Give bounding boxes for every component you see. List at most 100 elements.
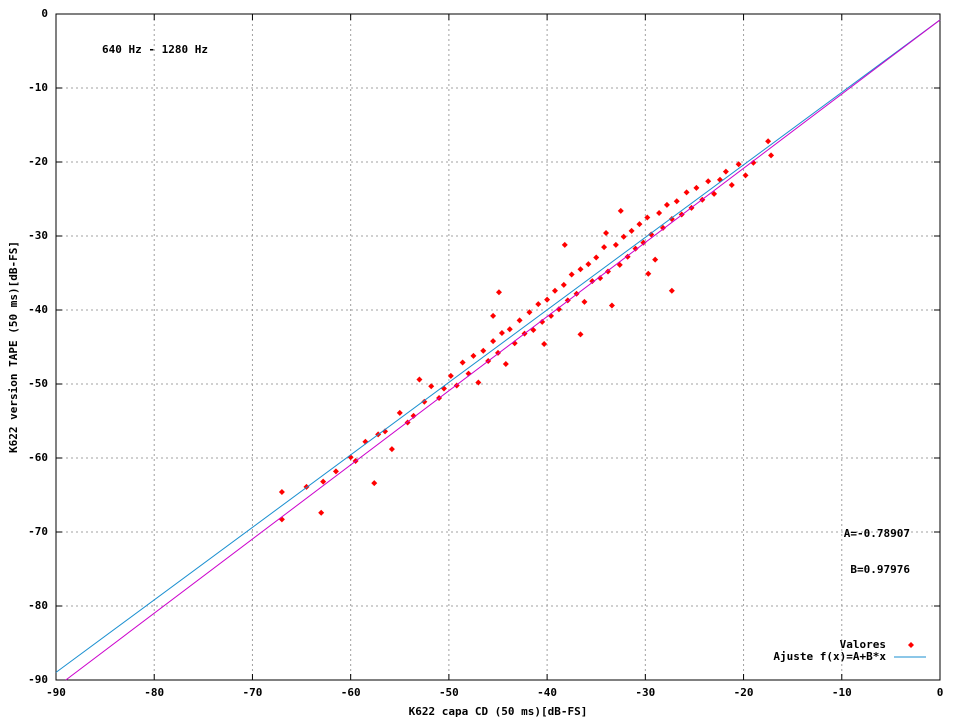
y-axis-label: K622 version TAPE (50 ms)[dB-FS] [7,241,20,453]
scatter-point [652,256,659,263]
scatter-point [735,161,742,168]
scatter-point [470,352,477,359]
scatter-point [750,159,757,166]
x-tick-label: -60 [341,686,361,699]
scatter-point [506,326,513,333]
y-tick-label: -60 [28,451,48,464]
scatter-point [490,312,497,319]
scatter-point [601,244,608,251]
scatter-point [475,379,482,386]
scatter-point [693,184,700,191]
scatter-point [656,210,663,217]
scatter-point [668,215,675,222]
x-tick-label: -10 [832,686,852,699]
scatter-point [585,261,592,268]
scatter-point [648,231,655,238]
x-tick-label: 0 [937,686,944,699]
y-tick-label: -20 [28,155,48,168]
scatter-point [318,509,325,516]
y-tick-label: -40 [28,303,48,316]
scatter-point [668,287,675,294]
scatter-point [447,372,454,379]
scatter-point [502,361,509,368]
x-tick-label: -30 [635,686,655,699]
scatter-point [593,254,600,261]
scatter-point [620,233,627,240]
scatter-point [617,207,624,214]
x-tick-label: -70 [243,686,263,699]
legend-label: Ajuste f(x)=A+B*x [773,650,886,663]
scatter-point [416,376,423,383]
scatter-point [645,270,652,277]
scatter-point [673,198,680,205]
scatter-point [683,189,690,196]
scatter-point [577,266,584,273]
scatter-point [608,302,615,309]
scatter-point [459,359,466,366]
x-tick-label: -20 [734,686,754,699]
scatter-point [539,318,546,325]
line-series [55,19,941,673]
x-tick-label: -40 [537,686,557,699]
scatter-point [663,201,670,208]
scatter-point [561,241,568,248]
plot-frame [55,13,941,681]
scatter-point [516,317,523,324]
y-tick-label: -90 [28,673,48,686]
scatter-point [660,224,667,231]
scatter-point [728,181,735,188]
legend-marker [908,642,914,648]
scatter-point [544,296,551,303]
legend-label: Valores [840,638,886,651]
annotation: B=0.97976 [850,563,910,576]
scatter-point [495,289,502,296]
scatter-point [541,341,548,348]
scatter-point [535,301,542,308]
scatter-point [498,329,505,336]
scatter-point [421,398,428,405]
scatter-point [612,241,619,248]
scatter-point [555,306,562,313]
scatter-point [428,383,435,390]
x-axis-label: K622 capa CD (50 ms)[dB-FS] [409,705,588,718]
y-tick-label: -30 [28,229,48,242]
scatter-point [551,287,558,294]
scatter-point [332,468,339,475]
scatter-point [722,168,729,175]
scatter-point [636,221,643,228]
x-tick-label: -90 [46,686,66,699]
y-tick-label: -50 [28,377,48,390]
scatter-point [490,338,497,345]
scatter-point [768,152,775,159]
scatter-point [632,245,639,252]
scatter-point [742,172,749,179]
scatter-point [530,326,537,333]
scatter-point [581,298,588,305]
annotation: 640 Hz - 1280 Hz [102,43,208,56]
scatter-point [388,446,395,453]
scatter-point [568,271,575,278]
scatter-point [320,478,327,485]
annotation: A=-0.78907 [844,527,910,540]
scatter-point [526,309,533,316]
scatter-point [628,227,635,234]
scatter-point [480,347,487,354]
scatter-point [705,178,712,185]
scatter-point [511,340,518,347]
x-tick-label: -80 [144,686,164,699]
scatter-point [589,278,596,285]
scatter-point [644,214,651,221]
scatter-point [597,275,604,282]
scatter-point [711,190,718,197]
scatter-point [640,239,647,246]
scatter-point [382,428,389,435]
y-tick-label: -80 [28,599,48,612]
scatter-point [765,138,772,145]
y-tick-label: 0 [41,7,48,20]
x-tick-label: -50 [439,686,459,699]
scatter-point [410,412,417,419]
line-series [65,19,941,681]
scatter-point [577,331,584,338]
scatter-point [560,281,567,288]
